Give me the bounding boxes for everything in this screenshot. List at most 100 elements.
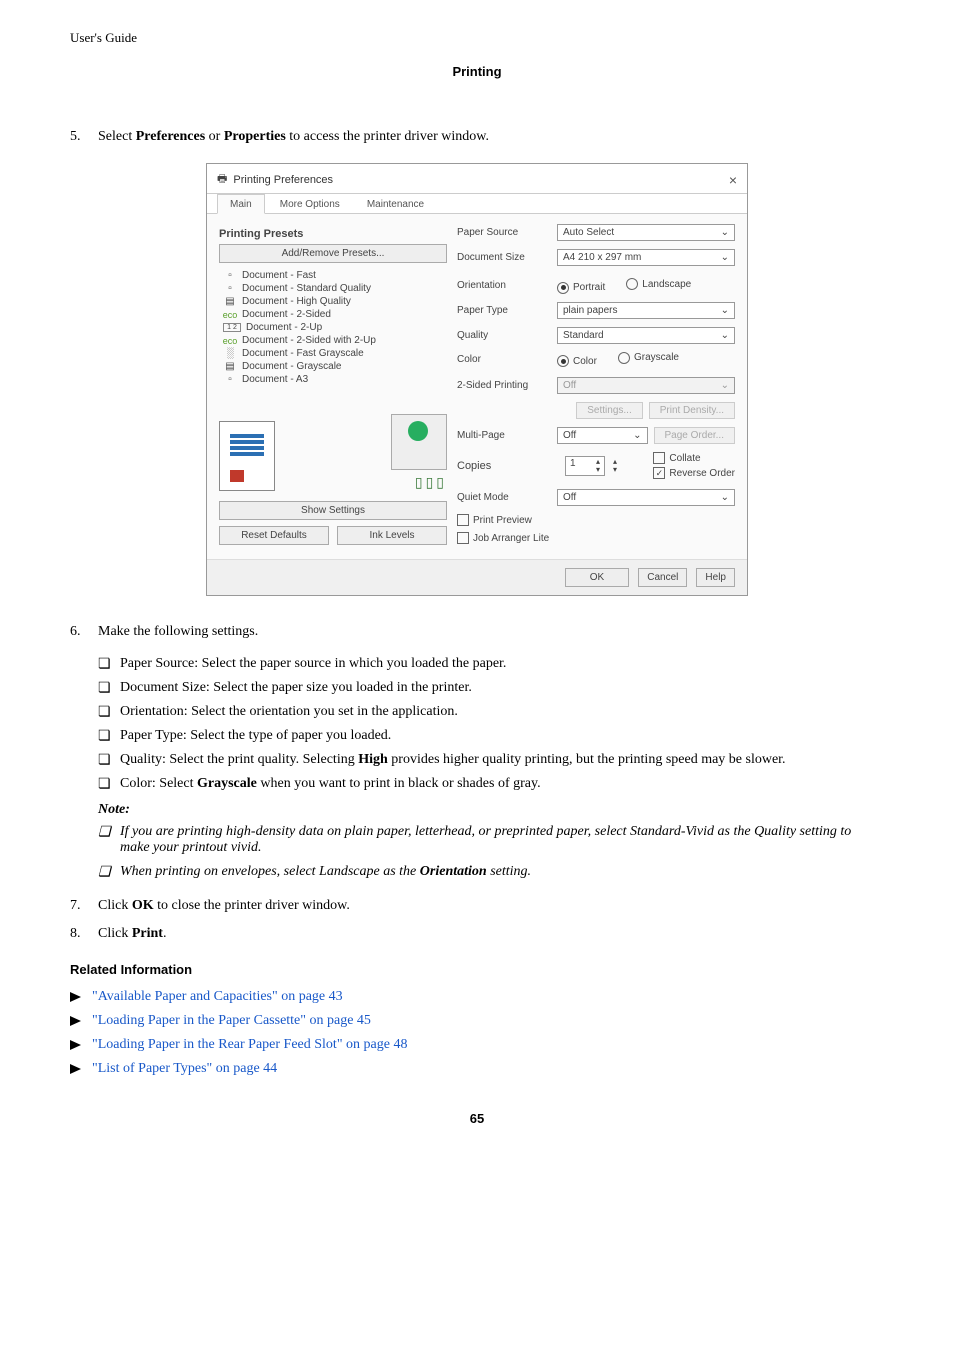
portrait-radio[interactable]: Portrait bbox=[557, 282, 605, 294]
settings-button: Settings... bbox=[576, 402, 642, 419]
arrow-icon bbox=[70, 1016, 81, 1026]
quality-label: Quality bbox=[457, 330, 557, 341]
help-button[interactable]: Help bbox=[696, 568, 735, 587]
tab-maintenance[interactable]: Maintenance bbox=[355, 195, 436, 213]
setting-item-color: Color: Select Grayscale when you want to… bbox=[98, 772, 884, 796]
radio-label: Color bbox=[573, 356, 597, 367]
text: Select bbox=[98, 129, 136, 144]
ok-button[interactable]: OK bbox=[565, 568, 629, 587]
preset-label: Document - A3 bbox=[242, 374, 308, 385]
preset-item[interactable]: ecoDocument - 2-Sided with 2-Up bbox=[219, 334, 447, 347]
reverse-order-checkbox[interactable]: ✓Reverse Order bbox=[653, 467, 735, 479]
orientation-label: Orientation bbox=[457, 280, 557, 291]
step-8: 8. Click Print. bbox=[70, 926, 884, 942]
show-settings-button[interactable]: Show Settings bbox=[219, 501, 447, 520]
radio-dot-icon bbox=[618, 352, 630, 364]
preset-label: Document - Fast bbox=[242, 270, 316, 281]
multi-page-dropdown[interactable]: Off⌄ bbox=[557, 427, 648, 444]
preset-item[interactable]: ▤Document - High Quality bbox=[219, 295, 447, 308]
text: Quality: Select the print quality. Selec… bbox=[120, 752, 358, 767]
eco-icon: eco bbox=[223, 336, 237, 346]
link[interactable]: "Loading Paper in the Paper Cassette" on… bbox=[92, 1013, 371, 1028]
chevron-down-icon: ⌄ bbox=[721, 380, 729, 391]
quality-dropdown[interactable]: Standard⌄ bbox=[557, 327, 735, 344]
step-8-text: Click Print. bbox=[98, 926, 884, 942]
ink-levels-button[interactable]: Ink Levels bbox=[337, 526, 447, 545]
chevron-down-icon: ⌄ bbox=[721, 252, 729, 263]
reset-defaults-button[interactable]: Reset Defaults bbox=[219, 526, 329, 545]
close-icon[interactable]: × bbox=[729, 172, 737, 188]
page-icon: ▫ bbox=[223, 270, 237, 281]
tab-bar: Main More Options Maintenance bbox=[207, 194, 747, 214]
preset-item[interactable]: ▫Document - A3 bbox=[219, 373, 447, 386]
step-6-num: 6. bbox=[70, 624, 98, 640]
preset-item[interactable]: ecoDocument - 2-Sided bbox=[219, 308, 447, 321]
preset-label: Document - High Quality bbox=[242, 296, 351, 307]
paper-type-dropdown[interactable]: plain papers⌄ bbox=[557, 302, 735, 319]
paper-source-dropdown[interactable]: Auto Select⌄ bbox=[557, 224, 735, 241]
chevron-down-icon: ⌄ bbox=[721, 330, 729, 341]
checkbox-box-icon bbox=[457, 514, 469, 526]
header-guide: User's Guide bbox=[70, 30, 884, 46]
related-link: "Loading Paper in the Rear Paper Feed Sl… bbox=[70, 1033, 884, 1057]
tab-main[interactable]: Main bbox=[217, 194, 265, 214]
paper-type-label: Paper Type bbox=[457, 305, 557, 316]
cancel-button[interactable]: Cancel bbox=[638, 568, 687, 587]
link[interactable]: "Available Paper and Capacities" on page… bbox=[92, 989, 343, 1004]
preset-item[interactable]: ▤Document - Grayscale bbox=[219, 360, 447, 373]
color-radio[interactable]: Color bbox=[557, 355, 597, 367]
preset-label: Document - Fast Grayscale bbox=[242, 348, 364, 359]
add-remove-presets-button[interactable]: Add/Remove Presets... bbox=[219, 244, 447, 263]
copies-value: 1 bbox=[570, 458, 576, 474]
step-7: 7. Click OK to close the printer driver … bbox=[70, 898, 884, 914]
copies-label: Copies bbox=[457, 460, 557, 472]
document-size-label: Document Size bbox=[457, 252, 557, 263]
preset-label: Document - Standard Quality bbox=[242, 283, 371, 294]
preset-label: Document - 2-Up bbox=[246, 322, 322, 333]
arrow-icon bbox=[70, 1040, 81, 1050]
page-icon: ▤ bbox=[223, 361, 237, 372]
preset-item[interactable]: ░Document - Fast Grayscale bbox=[219, 347, 447, 360]
bold: High bbox=[358, 752, 388, 767]
paper-source-label: Paper Source bbox=[457, 227, 557, 238]
preset-item[interactable]: ▫ Document - Standard Quality bbox=[219, 282, 447, 295]
related-link: "Available Paper and Capacities" on page… bbox=[70, 985, 884, 1009]
bold: Properties bbox=[224, 129, 286, 144]
tab-more-options[interactable]: More Options bbox=[268, 195, 352, 213]
page-icon: ▫ bbox=[223, 283, 237, 294]
step-7-text: Click OK to close the printer driver win… bbox=[98, 898, 884, 914]
collate-checkbox[interactable]: Collate bbox=[653, 452, 735, 464]
radio-label: Portrait bbox=[573, 282, 605, 293]
related-link: "List of Paper Types" on page 44 bbox=[70, 1057, 884, 1081]
document-size-dropdown[interactable]: A4 210 x 297 mm⌄ bbox=[557, 249, 735, 266]
preset-label: Document - 2-Sided bbox=[242, 309, 331, 320]
arrow-icon bbox=[70, 992, 81, 1002]
bold: OK bbox=[132, 898, 154, 913]
job-arranger-checkbox[interactable]: Job Arranger Lite bbox=[457, 532, 549, 544]
preview-area: ▯▯▯ bbox=[219, 414, 447, 491]
text: provides higher quality printing, but th… bbox=[388, 752, 786, 767]
bold: Preferences bbox=[136, 129, 205, 144]
multi-page-label: Multi-Page bbox=[457, 430, 557, 441]
two-sided-dropdown[interactable]: Off⌄ bbox=[557, 377, 735, 394]
grayscale-radio[interactable]: Grayscale bbox=[618, 352, 679, 364]
text: to access the printer driver window. bbox=[286, 129, 489, 144]
print-density-button: Print Density... bbox=[649, 402, 735, 419]
link[interactable]: "List of Paper Types" on page 44 bbox=[92, 1061, 277, 1076]
copies-spinner[interactable]: 1▴▾ bbox=[565, 456, 605, 476]
setting-item: Paper Source: Select the paper source in… bbox=[98, 652, 884, 676]
preset-item[interactable]: 1 2Document - 2-Up bbox=[219, 321, 447, 334]
print-preferences-dialog: 🖶 Printing Preferences × Main More Optio… bbox=[206, 163, 748, 596]
radio-dot-icon bbox=[557, 282, 569, 294]
landscape-radio[interactable]: Landscape bbox=[626, 278, 691, 290]
checkbox-box-icon bbox=[653, 452, 665, 464]
setting-item: Orientation: Select the orientation you … bbox=[98, 700, 884, 724]
link[interactable]: "Loading Paper in the Rear Paper Feed Sl… bbox=[92, 1037, 407, 1052]
text: Click bbox=[98, 898, 132, 913]
section-heading: Printing bbox=[70, 64, 884, 79]
related-info-heading: Related Information bbox=[70, 962, 884, 977]
preset-item[interactable]: ▫ Document - Fast bbox=[219, 269, 447, 282]
print-preview-checkbox[interactable]: Print Preview bbox=[457, 514, 532, 526]
step-5: 5. Select Preferences or Properties to a… bbox=[70, 129, 884, 145]
quiet-mode-dropdown[interactable]: Off⌄ bbox=[557, 489, 735, 506]
